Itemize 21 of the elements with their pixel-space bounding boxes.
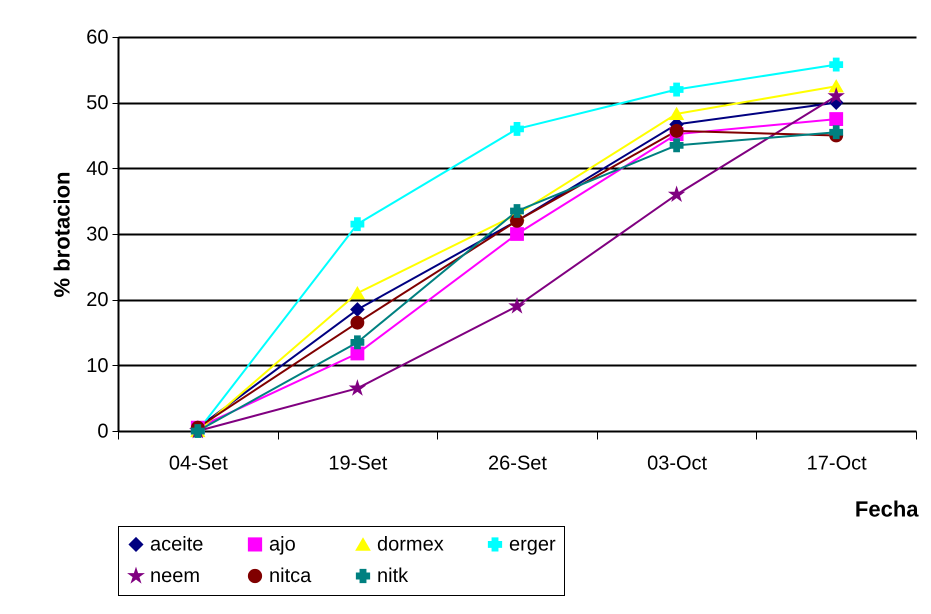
legend-label: erger [509, 533, 556, 556]
y-tick-label: 50 [86, 92, 108, 114]
y-axis-title: % brotacion [49, 172, 74, 298]
y-tick-label: 40 [86, 158, 108, 180]
legend-label: aceite [150, 533, 204, 556]
legend-label: neem [150, 565, 200, 587]
y-tick-label: 30 [86, 224, 108, 246]
legend-label: nitca [269, 565, 312, 587]
x-tick-label: 17-Oct [806, 452, 868, 474]
legend-label: dormex [377, 534, 444, 556]
x-tick-label: 03-Oct [647, 452, 708, 474]
x-tick-label: 26-Set [488, 452, 548, 474]
y-tick-label: 10 [86, 354, 108, 377]
legend-label: nitk [377, 565, 410, 587]
y-tick-label: 0 [97, 420, 108, 442]
y-tick-label: 60 [86, 26, 108, 48]
y-tick-label: 20 [86, 289, 108, 312]
x-axis-title: Fecha [854, 496, 920, 522]
x-tick-label: 04-Set [168, 452, 228, 474]
legend-label: ajo [269, 533, 296, 556]
x-tick-label: 19-Set [328, 452, 388, 474]
